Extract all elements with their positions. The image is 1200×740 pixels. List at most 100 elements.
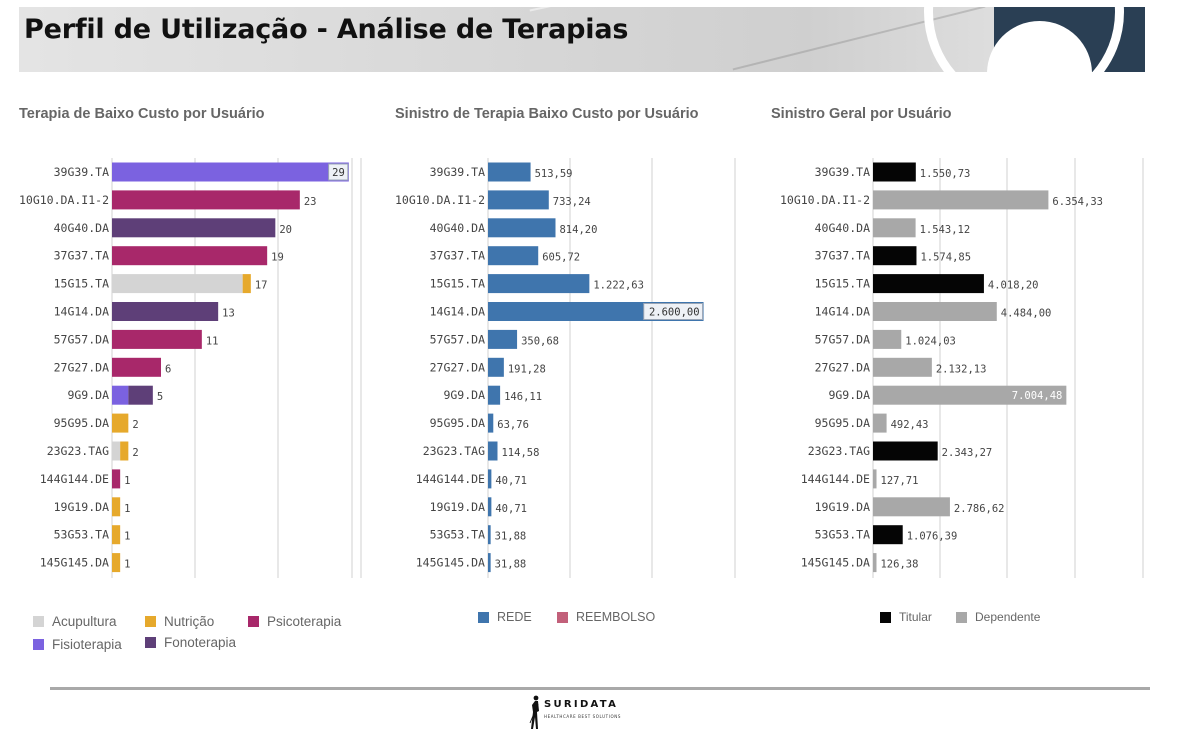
value-label: 23 [304, 196, 317, 208]
category-label: 39G39.TA [54, 165, 109, 179]
value-label: 1 [124, 559, 130, 571]
bar [488, 413, 494, 433]
bar [488, 274, 590, 294]
category-label: 14G14.DA [54, 305, 109, 319]
bar [112, 190, 300, 210]
category-label: 145G145.DA [416, 556, 485, 570]
value-label: 733,24 [553, 196, 591, 208]
value-label: 191,28 [508, 363, 546, 375]
value-label: 5 [157, 391, 163, 403]
bar [873, 441, 938, 461]
general-claims-chart: 39G39.TA 1.550,73 10G10.DA.I1-2 6.354,33 40G… [734, 158, 1144, 578]
legend-label: REDE [497, 610, 532, 624]
category-label: 144G144.DE [40, 472, 109, 486]
category-label: 10G10.DA.I1-2 [395, 193, 485, 207]
category-label: 9G9.DA [443, 388, 485, 402]
legend-item-titular[interactable]: Titular [880, 610, 932, 624]
bar [112, 302, 219, 321]
legend-swatch [248, 616, 259, 627]
legend-label: REEMBOLSO [576, 610, 656, 624]
bar [488, 525, 491, 545]
value-label: 1.024,03 [905, 335, 956, 347]
category-label: 9G9.DA [828, 388, 870, 402]
bar [873, 246, 917, 266]
value-label: 6 [165, 363, 171, 375]
legend-label: Fisioterapia [52, 637, 122, 652]
value-label-box [328, 163, 349, 181]
value-label: 4.018,20 [988, 280, 1039, 292]
category-label: 40G40.DA [54, 221, 109, 235]
value-label: 11 [206, 335, 219, 347]
category-label: 15G15.TA [54, 277, 109, 291]
legend-item-psicoterapia[interactable]: Psicoterapia [248, 614, 341, 629]
bar [873, 525, 903, 545]
category-label: 145G145.DA [40, 556, 109, 570]
category-label: 37G37.TA [815, 249, 870, 263]
bar [112, 246, 268, 266]
bar [112, 385, 129, 405]
legend-item-fisioterapia[interactable]: Fisioterapia [33, 637, 122, 652]
value-label: 605,72 [542, 252, 580, 264]
category-label: 95G95.DA [54, 416, 109, 430]
bar [488, 469, 492, 489]
chart-title-general-claims: Sinistro Geral por Usuário [771, 106, 952, 122]
legend-item-acupultura[interactable]: Acupultura [33, 614, 117, 629]
legend-item-reembolso[interactable]: REEMBOLSO [557, 610, 655, 624]
category-label: 39G39.TA [815, 165, 870, 179]
header-banner [19, 7, 1145, 72]
bar [873, 274, 984, 294]
category-label: 37G37.TA [54, 249, 109, 263]
value-label: 146,11 [504, 391, 542, 403]
value-label: 1.550,73 [920, 168, 971, 180]
legend-item-dependente[interactable]: Dependente [956, 610, 1040, 624]
bar [112, 441, 121, 461]
legend-swatch [557, 611, 568, 623]
category-label: 40G40.DA [815, 221, 870, 235]
category-label: 19G19.DA [815, 500, 870, 514]
legend-swatch [145, 616, 156, 627]
therapy-claims-chart: 39G39.TA 513,59 10G10.DA.I1-2 733,24 40G40.D… [351, 158, 736, 578]
bar [242, 274, 251, 294]
value-label: 814,20 [559, 224, 597, 236]
bar [112, 553, 121, 573]
bar [873, 553, 877, 573]
bar [873, 302, 997, 321]
legend-label: Fonoterapia [164, 635, 237, 650]
legend-item-nutricao[interactable]: Nutrição [145, 614, 214, 629]
category-label: 15G15.TA [815, 277, 870, 291]
value-label: 29 [332, 167, 345, 179]
value-label: 2 [132, 419, 138, 431]
bar [112, 525, 121, 545]
category-label: 57G57.DA [54, 332, 109, 346]
value-label: 2.786,62 [954, 503, 1005, 515]
bar [112, 413, 129, 433]
legend-swatch [478, 611, 489, 623]
bar [488, 329, 518, 349]
page-title: Perfil de Utilização - Análise de Terapi… [24, 14, 629, 45]
category-label: 27G27.DA [815, 360, 870, 374]
value-label: 350,68 [521, 335, 559, 347]
legend-item-fonoterapia[interactable]: Fonoterapia [145, 635, 236, 650]
therapy-count-chart: 39G39.TA 29 10G10.DA.I1-2 23 40G40.DA 20 37G37… [19, 158, 362, 578]
category-label: 39G39.TA [430, 165, 485, 179]
value-label: 7.004,48 [1012, 390, 1063, 402]
category-label: 144G144.DE [801, 472, 870, 486]
legend-item-rede[interactable]: REDE [478, 610, 532, 624]
bar [488, 357, 504, 377]
bar [112, 497, 121, 517]
value-label: 20 [279, 224, 292, 236]
value-label: 63,76 [497, 419, 529, 431]
bar [120, 441, 129, 461]
value-label: 126,38 [880, 559, 918, 571]
category-label: 15G15.TA [430, 277, 485, 291]
value-label: 13 [222, 308, 235, 320]
logo-tagline: HEALTHCARE BEST SOLUTIONS [544, 714, 621, 719]
value-label: 40,71 [495, 503, 527, 515]
category-label: 40G40.DA [430, 221, 485, 235]
category-label: 23G23.TAG [47, 444, 109, 458]
bar [873, 413, 887, 433]
value-label: 1.076,39 [907, 531, 958, 543]
value-label: 1 [124, 503, 130, 515]
bar [488, 441, 498, 461]
category-label: 37G37.TA [430, 249, 485, 263]
